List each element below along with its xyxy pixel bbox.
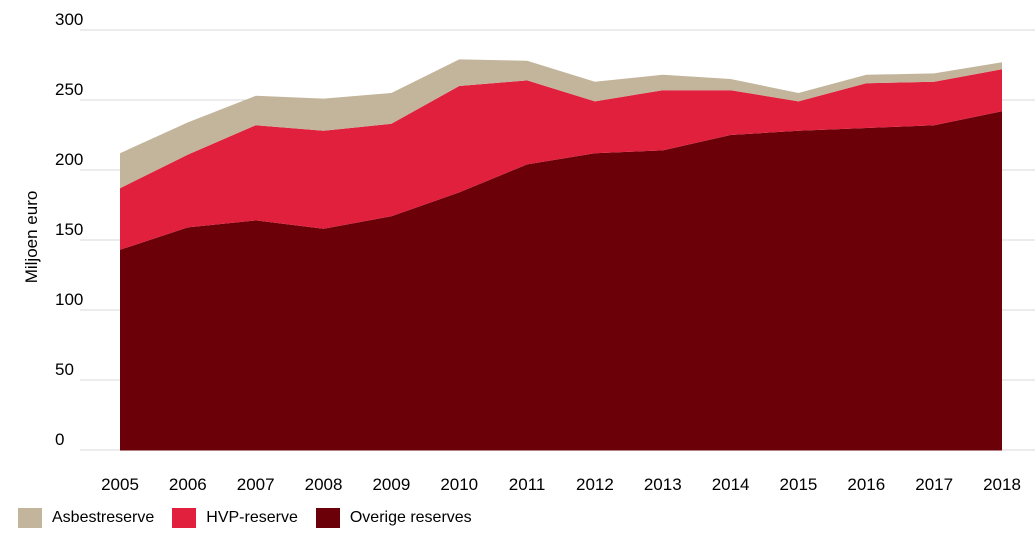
legend: Asbestreserve HVP-reserve Overige reserv… <box>18 508 490 528</box>
y-tick-label: 150 <box>55 220 83 239</box>
x-tick-label: 2005 <box>101 475 139 494</box>
area-overige-reserves <box>120 111 1002 450</box>
legend-swatch-hvp-reserve <box>172 508 197 528</box>
x-tick-label: 2017 <box>915 475 953 494</box>
x-tick-label: 2007 <box>237 475 275 494</box>
y-tick-label: 0 <box>55 430 64 449</box>
x-tick-label: 2010 <box>440 475 478 494</box>
x-tick-label: 2015 <box>780 475 818 494</box>
x-tick-label: 2011 <box>509 475 546 494</box>
x-tick-label: 2013 <box>644 475 682 494</box>
y-tick-label: 200 <box>55 150 83 169</box>
x-tick-label: 2012 <box>576 475 614 494</box>
area-series <box>120 59 1002 451</box>
y-axis-ticks: 0 50 100 150 200 250 300 <box>55 10 83 449</box>
y-tick-label: 100 <box>55 290 83 309</box>
x-axis-ticks: 2005 2006 2007 2008 2009 2010 2011 2012 2013 2014… <box>101 475 1021 494</box>
x-tick-label: 2018 <box>983 475 1021 494</box>
legend-swatch-overige-reserves <box>315 508 340 528</box>
legend-label-overige-reserves: Overige reserves <box>349 509 472 526</box>
area-asbestreserve <box>120 59 1002 189</box>
legend-item-asbestreserve: Asbestreserve <box>18 508 154 528</box>
x-tick-label: 2008 <box>305 475 343 494</box>
legend-label-hvp-reserve: HVP-reserve <box>206 509 298 526</box>
area-hvp-reserve <box>120 69 1002 250</box>
x-tick-label: 2014 <box>712 475 750 494</box>
y-tick-label: 300 <box>55 10 83 29</box>
x-tick-label: 2009 <box>372 475 410 494</box>
y-tick-label: 50 <box>55 360 74 379</box>
legend-item-hvp-reserve: HVP-reserve <box>172 508 298 528</box>
y-axis-title: Miljoen euro <box>22 191 41 284</box>
legend-swatch-asbestreserve <box>18 508 42 528</box>
x-tick-label: 2006 <box>169 475 207 494</box>
y-tick-label: 250 <box>55 80 83 99</box>
legend-label-asbestreserve: Asbestreserve <box>52 509 155 526</box>
x-tick-label: 2016 <box>847 475 885 494</box>
legend-item-overige-reserves: Overige reserves <box>315 508 472 528</box>
